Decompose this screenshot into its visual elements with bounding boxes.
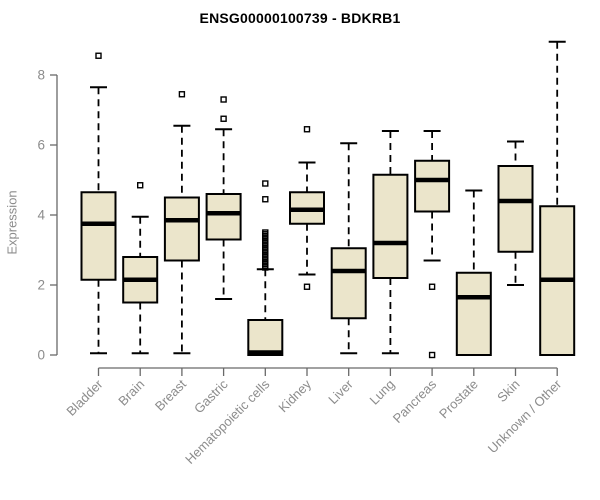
outlier-point xyxy=(262,257,269,264)
boxplot-pancreas xyxy=(414,130,451,359)
x-axis-label-bladder: Bladder xyxy=(63,376,106,419)
iqr-box xyxy=(80,191,117,281)
outlier-point xyxy=(136,182,144,189)
outlier-point xyxy=(262,253,269,261)
x-axis-label-brain: Brain xyxy=(115,377,147,409)
x-axis-label-skin: Skin xyxy=(494,377,522,405)
x-axis-label-gastric: Gastric xyxy=(191,376,231,416)
x-axis-label-lung: Lung xyxy=(366,377,397,408)
x-axis-label-unknown-other: Unknown / Other xyxy=(485,376,565,456)
x-axis-label-breast: Breast xyxy=(152,376,189,413)
boxplot-prostate xyxy=(455,189,492,356)
boxplot-brain xyxy=(122,182,159,355)
iqr-box xyxy=(163,196,200,262)
outlier-point xyxy=(303,126,311,133)
outlier-point xyxy=(428,283,436,290)
outlier-point xyxy=(262,239,269,247)
boxplot-bladder xyxy=(80,52,117,355)
x-axis-label-pancreas: Pancreas xyxy=(390,376,440,426)
iqr-box xyxy=(455,271,492,356)
x-axis-label-prostate: Prostate xyxy=(436,377,481,422)
boxplot-kidney xyxy=(289,126,325,290)
boxplot-breast xyxy=(163,91,200,355)
chart-title: ENSG00000100739 - BDKRB1 xyxy=(199,10,401,26)
y-axis-label: Expression xyxy=(4,190,20,255)
outlier-point xyxy=(262,196,269,203)
outlier-point xyxy=(262,234,269,241)
outlier-point xyxy=(178,91,186,98)
outlier-point xyxy=(262,241,269,248)
boxplot-lung xyxy=(372,130,409,355)
outlier-point xyxy=(262,236,269,243)
iqr-box xyxy=(330,247,367,320)
boxplot-liver xyxy=(330,142,367,355)
outlier-point xyxy=(262,246,269,254)
iqr-box xyxy=(372,173,409,279)
boxplot-unknown-other xyxy=(539,40,576,356)
outlier-point xyxy=(303,283,311,290)
outlier-point xyxy=(262,232,269,240)
outlier-point xyxy=(262,231,269,238)
boxplot-hematopoietic-cells xyxy=(247,180,284,356)
y-axis-tick-label: 0 xyxy=(37,348,45,363)
outlier-point xyxy=(262,250,269,257)
outlier-point xyxy=(262,252,269,259)
boxplot-gastric xyxy=(205,96,242,300)
y-axis-tick-label: 6 xyxy=(37,138,45,153)
outlier-point xyxy=(262,243,269,250)
iqr-box xyxy=(497,165,534,253)
outlier-point xyxy=(428,351,436,359)
outlier-point xyxy=(262,262,269,269)
iqr-box xyxy=(414,159,451,213)
outlier-point xyxy=(262,259,269,266)
y-axis-tick-label: 2 xyxy=(37,278,45,293)
outlier-point xyxy=(262,255,269,262)
x-axis-label-kidney: Kidney xyxy=(275,376,314,415)
x-axis-label-liver: Liver xyxy=(325,376,356,407)
outlier-point xyxy=(220,96,227,103)
iqr-box xyxy=(247,319,284,356)
outlier-point xyxy=(262,245,269,252)
y-axis-tick-label: 8 xyxy=(37,68,45,83)
outlier-point xyxy=(262,229,269,236)
outlier-point xyxy=(262,180,269,187)
outlier-point xyxy=(220,115,227,122)
boxplot-skin xyxy=(497,140,534,286)
outlier-point xyxy=(262,248,269,255)
outlier-point xyxy=(95,52,102,59)
iqr-box xyxy=(205,193,242,241)
outlier-point xyxy=(262,260,269,268)
y-axis-tick-label: 4 xyxy=(37,208,45,223)
y-axis: 0 2 4 6 8 xyxy=(37,68,58,363)
outlier-point xyxy=(262,238,269,245)
